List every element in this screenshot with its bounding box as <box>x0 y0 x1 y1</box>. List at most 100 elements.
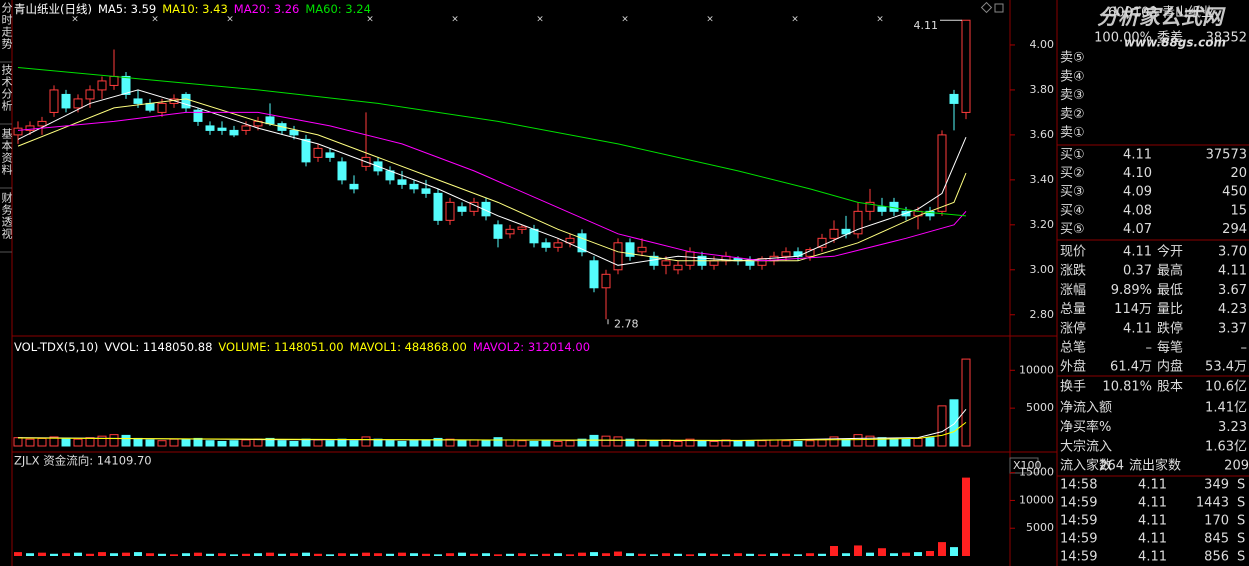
y-tick-label: 15000 <box>1019 466 1054 479</box>
y-tick-label: 3.00 <box>1030 263 1055 276</box>
buy-label: 买② <box>1060 166 1085 181</box>
stat-label: 现价 <box>1060 245 1086 260</box>
flow-bar <box>878 548 886 556</box>
event-marker: × <box>226 15 234 25</box>
indicator-line <box>17 98 967 262</box>
candle-body <box>445 201 455 221</box>
volume-bar <box>301 438 311 447</box>
candle-body <box>841 228 851 235</box>
tick-time: 14:59 <box>1060 550 1097 565</box>
volume-bar <box>577 438 587 447</box>
stock-code: 600103 <box>1108 6 1158 21</box>
volume-bar <box>337 438 347 447</box>
volume-bar <box>37 437 47 447</box>
candle-body <box>265 116 275 125</box>
volume-bar <box>265 437 275 447</box>
volume-bar <box>25 438 35 447</box>
candle-body <box>613 242 623 271</box>
flow-bar <box>830 546 838 556</box>
volume-bar <box>817 439 827 447</box>
y-tick-label: 3.20 <box>1030 218 1055 231</box>
logo-url: www.88gs.com <box>1124 36 1226 50</box>
stat-value: 4.11 <box>1123 245 1152 260</box>
tab-label[interactable]: 财务透视 <box>0 191 13 240</box>
volume-bar <box>841 438 851 447</box>
candle-body <box>625 242 635 257</box>
flow-bar <box>242 553 250 556</box>
tab-label[interactable]: 分时走势 <box>0 2 13 50</box>
volume-bar <box>793 440 803 447</box>
flow-bar <box>470 553 478 556</box>
volume-bar <box>541 440 551 447</box>
candle-body <box>37 120 47 127</box>
stat-value: 9.89% <box>1111 283 1152 298</box>
flow-value: 1.41亿 <box>1205 401 1247 416</box>
candle-body <box>421 188 431 194</box>
indicator: MAVOL2: 312014.00 <box>473 340 590 354</box>
volume-bar <box>889 437 899 447</box>
tick-price: 4.11 <box>1138 514 1167 529</box>
y-tick-label: 10000 <box>1019 493 1054 506</box>
flow-label: 大宗流入 <box>1060 439 1112 455</box>
candle-body <box>541 242 551 248</box>
count-label: 流出家数 <box>1129 458 1181 474</box>
tick-price: 4.11 <box>1138 496 1167 511</box>
volume-bar <box>217 440 227 447</box>
candle-body <box>817 237 827 248</box>
stat-label: 外盘 <box>1060 359 1086 375</box>
volume-bar <box>361 436 371 447</box>
candle-body <box>289 129 299 136</box>
buy-price: 4.10 <box>1123 166 1152 181</box>
flow-label: 净买率% <box>1060 419 1111 435</box>
stat-label: 涨停 <box>1060 320 1086 336</box>
volume-bar <box>49 436 59 447</box>
stat-label: 内盘 <box>1157 359 1183 375</box>
volume-bar <box>625 438 635 447</box>
chart-title: ZJLX 资金流向: 14109.70 <box>14 454 152 468</box>
candle-body <box>793 251 803 257</box>
flow-bar <box>158 553 166 556</box>
flow-bar <box>302 552 310 556</box>
candle-body <box>49 89 59 113</box>
icon[interactable] <box>994 3 1004 13</box>
volume-bar <box>901 438 911 447</box>
annotation: 2.78 <box>614 317 639 330</box>
buy-price: 4.07 <box>1123 222 1152 237</box>
flow-bar <box>734 553 742 556</box>
candle-body <box>325 152 335 158</box>
volume-bar <box>481 440 491 447</box>
tab-label[interactable]: 基本资料 <box>0 128 13 176</box>
stat-value: 3.70 <box>1218 245 1247 260</box>
flow-bar <box>626 553 634 556</box>
buy-label: 买⑤ <box>1060 222 1085 237</box>
indicator: VVOL: 1148050.88 <box>104 340 212 354</box>
candle-body <box>217 127 227 131</box>
tick-volume: 170 <box>1204 514 1229 529</box>
candle-body <box>493 224 503 239</box>
volume-bar <box>97 435 107 447</box>
volume-bar <box>253 438 263 447</box>
stat-label: 总量 <box>1060 302 1086 317</box>
icon[interactable] <box>980 1 993 14</box>
flow-bar <box>446 553 454 556</box>
volume-bar <box>421 439 431 447</box>
flow-bar <box>290 553 298 556</box>
candle-body <box>85 89 95 100</box>
candle-body <box>241 125 251 131</box>
stat-label: 最高 <box>1157 263 1183 279</box>
tick-price: 4.11 <box>1138 532 1167 547</box>
flow-bar <box>518 553 526 556</box>
event-marker: × <box>366 15 374 25</box>
flow-bar <box>854 545 862 556</box>
flow-bar <box>50 553 58 556</box>
volume-bar <box>925 437 935 447</box>
y-tick-label: 3.40 <box>1030 173 1055 186</box>
volume-bar <box>865 435 875 447</box>
tab-label[interactable]: 技术分析 <box>0 64 13 112</box>
flow-bar <box>542 553 550 556</box>
volume-bar <box>457 440 467 447</box>
tick-volume: 349 <box>1204 478 1229 493</box>
tick-time: 14:58 <box>1060 478 1097 493</box>
